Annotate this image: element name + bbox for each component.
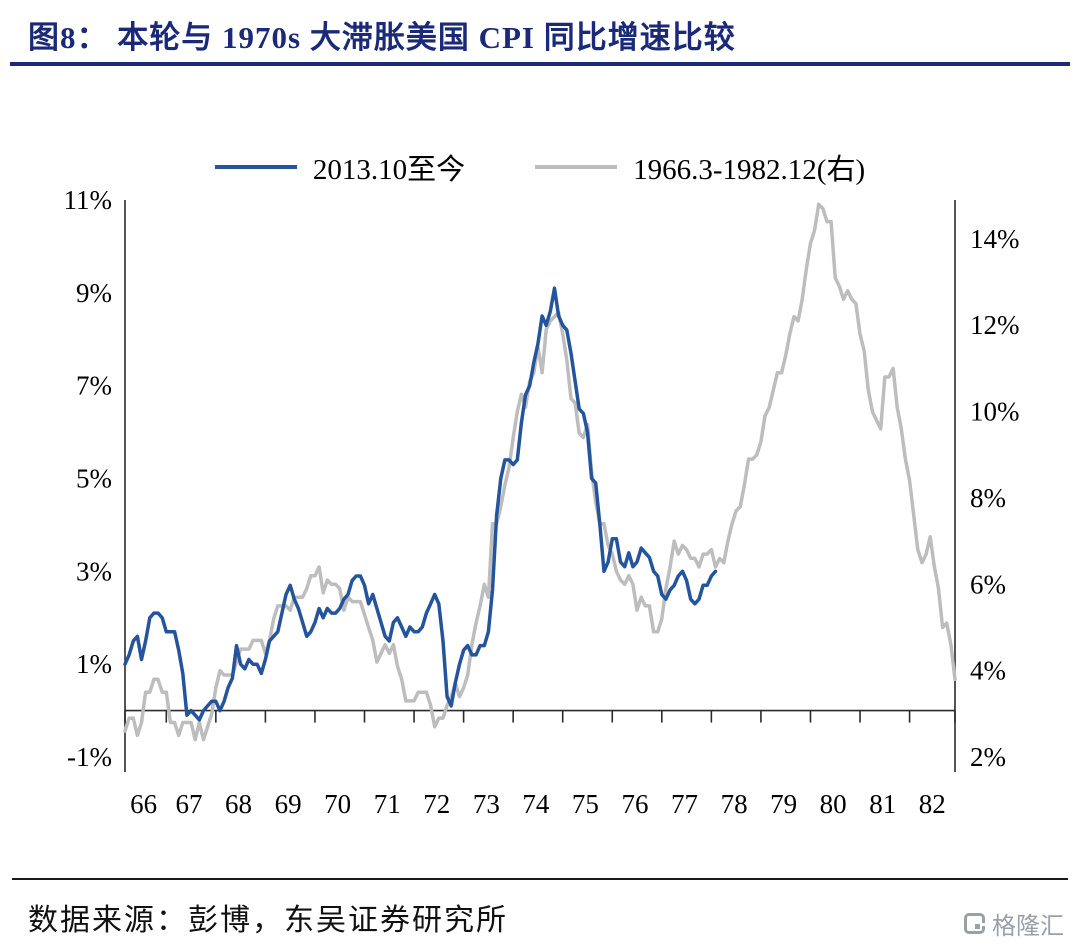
figure-title: 图8： 本轮与 1970s 大滞胀美国 CPI 同比增速比较 [28, 20, 736, 55]
legend-item-2013: 2013.10至今 [214, 146, 466, 188]
gelonghui-icon [964, 913, 985, 934]
svg-text:71: 71 [374, 789, 401, 819]
svg-text:8%: 8% [970, 483, 1006, 513]
chart-legend: 2013.10至今 1966.3-1982.12(右) [0, 146, 1080, 188]
svg-text:69: 69 [275, 789, 302, 819]
footer-divider [12, 878, 1068, 880]
svg-text:76: 76 [621, 789, 648, 819]
svg-text:10%: 10% [970, 397, 1020, 427]
gelonghui-logo-text: 格隆汇 [992, 914, 1064, 940]
svg-text:73: 73 [473, 789, 500, 819]
svg-text:70: 70 [324, 789, 351, 819]
svg-text:1%: 1% [76, 649, 112, 679]
svg-text:68: 68 [225, 789, 252, 819]
svg-text:6%: 6% [970, 569, 1006, 599]
series-1970s-gray [123, 202, 957, 742]
svg-text:74: 74 [522, 789, 550, 819]
svg-text:14%: 14% [970, 224, 1020, 254]
legend-item-1966: 1966.3-1982.12(右) [535, 146, 865, 188]
svg-text:79: 79 [770, 789, 797, 819]
svg-text:78: 78 [721, 789, 748, 819]
legend-line-blue-icon [214, 165, 297, 169]
svg-text:81: 81 [869, 789, 896, 819]
svg-text:72: 72 [423, 789, 450, 819]
svg-text:3%: 3% [76, 556, 112, 586]
legend-line-gray-icon [535, 165, 618, 169]
svg-text:12%: 12% [970, 310, 1020, 340]
svg-text:66: 66 [130, 789, 157, 819]
legend-label-1966: 1966.3-1982.12(右) [633, 154, 866, 186]
svg-text:77: 77 [671, 789, 698, 819]
svg-text:2%: 2% [970, 742, 1006, 772]
svg-text:82: 82 [919, 789, 946, 819]
title-divider [10, 62, 1070, 66]
cpi-comparison-chart: 11% 9% 7% 5% 3% 1% -1% 14% 12% 10% 8% 6% 4% 2% 66 67 68 6… [64, 185, 1020, 819]
gelonghui-logo: 格隆汇 [964, 906, 1064, 941]
svg-text:80: 80 [820, 789, 847, 819]
series-current-blue [123, 286, 718, 722]
svg-text:75: 75 [572, 789, 599, 819]
svg-text:4%: 4% [970, 656, 1006, 686]
svg-text:11%: 11% [64, 185, 113, 215]
legend-label-2013: 2013.10至今 [312, 154, 466, 186]
data-source: 数据来源：彭博，东吴证券研究所 [28, 904, 508, 937]
svg-text:67: 67 [176, 789, 203, 819]
svg-text:5%: 5% [76, 464, 112, 494]
svg-text:9%: 9% [76, 278, 112, 308]
svg-text:7%: 7% [76, 371, 112, 401]
svg-text:-1%: -1% [67, 742, 112, 772]
